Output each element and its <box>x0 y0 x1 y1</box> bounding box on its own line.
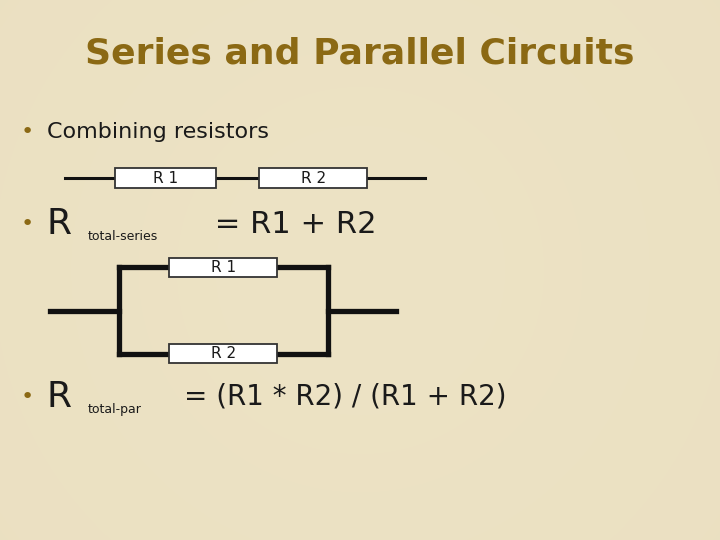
Text: total-series: total-series <box>88 230 158 243</box>
Text: R 2: R 2 <box>211 346 235 361</box>
FancyBboxPatch shape <box>115 168 216 188</box>
FancyBboxPatch shape <box>169 344 277 363</box>
Text: •: • <box>21 214 34 234</box>
FancyBboxPatch shape <box>259 168 367 188</box>
FancyBboxPatch shape <box>169 258 277 277</box>
Text: = R1 + R2: = R1 + R2 <box>205 210 377 239</box>
Text: R 2: R 2 <box>301 171 325 186</box>
Text: R 1: R 1 <box>211 260 235 275</box>
Text: •: • <box>21 387 34 407</box>
Text: •: • <box>21 122 34 143</box>
Text: Combining resistors: Combining resistors <box>47 122 269 143</box>
Text: R: R <box>47 207 72 241</box>
Text: Series and Parallel Circuits: Series and Parallel Circuits <box>85 37 635 71</box>
Text: total-par: total-par <box>88 403 142 416</box>
Text: R: R <box>47 380 72 414</box>
Text: R 1: R 1 <box>153 171 178 186</box>
Text: = (R1 * R2) / (R1 + R2): = (R1 * R2) / (R1 + R2) <box>184 383 506 411</box>
